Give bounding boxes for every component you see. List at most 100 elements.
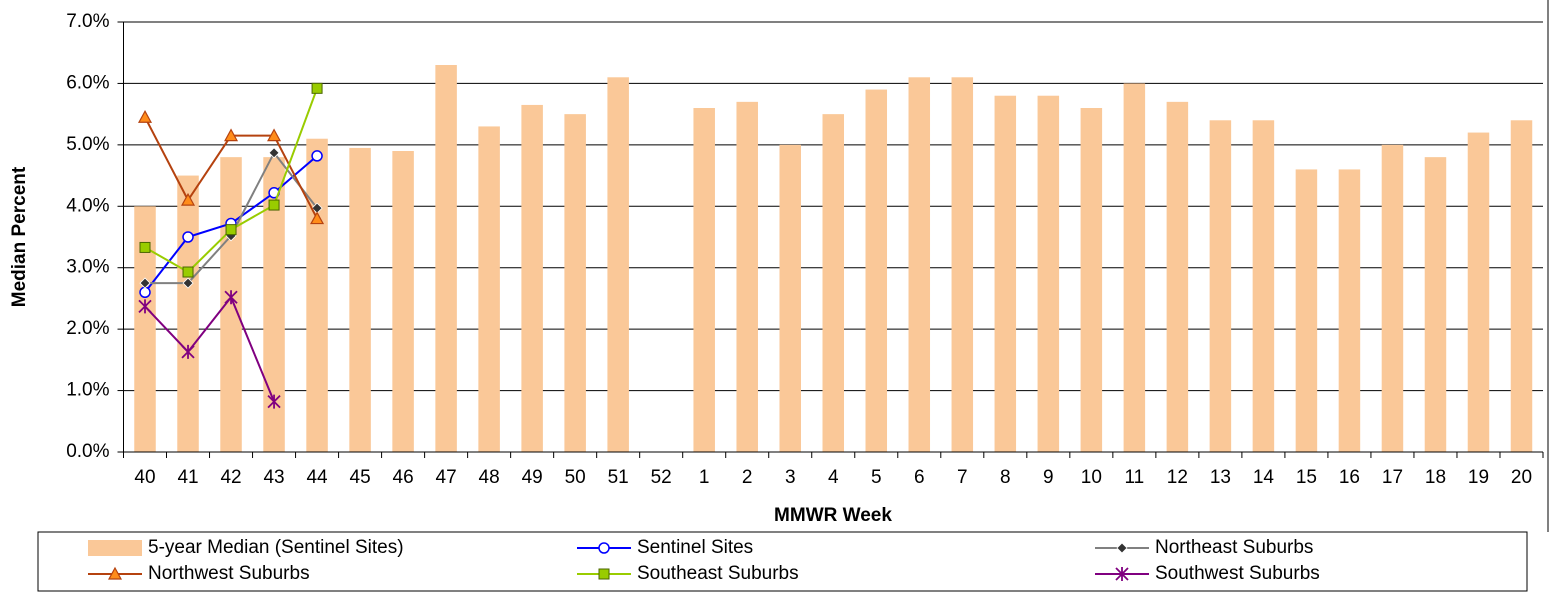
x-tick-label: 44	[306, 467, 328, 488]
bar	[263, 157, 285, 452]
legend-label: 5-year Median (Sentinel Sites)	[148, 537, 404, 558]
x-tick-label: 6	[914, 467, 925, 488]
y-tick-label: 5.0%	[66, 134, 109, 155]
point	[182, 277, 194, 289]
x-tick-label: 48	[479, 467, 500, 488]
x-tick-label: 40	[134, 467, 155, 488]
x-tick-label: 46	[393, 467, 414, 488]
legend-label: Southwest Suburbs	[1155, 563, 1320, 584]
bar	[435, 65, 457, 452]
x-tick-label: 41	[177, 467, 198, 488]
point	[268, 199, 280, 211]
x-tick-label: 47	[436, 467, 457, 488]
point	[311, 150, 323, 162]
bar	[822, 114, 845, 453]
bar	[607, 77, 629, 453]
y-tick-label: 1.0%	[66, 380, 109, 401]
bar	[1037, 95, 1060, 452]
bar	[693, 108, 715, 452]
bar	[1209, 120, 1232, 453]
bar	[1123, 83, 1146, 452]
bar	[1510, 120, 1533, 453]
bar	[1338, 169, 1361, 452]
series-line	[144, 295, 275, 403]
legend-marker	[1115, 567, 1129, 581]
x-tick-label: 50	[565, 467, 586, 488]
bar	[1467, 132, 1490, 453]
legend-marker	[107, 566, 123, 580]
point	[268, 147, 280, 159]
legend-swatch	[88, 540, 142, 556]
x-tick-label: 20	[1511, 467, 1532, 488]
y-tick-label: 6.0%	[66, 72, 109, 93]
x-tick-label: 11	[1124, 467, 1144, 488]
bar	[1424, 157, 1447, 452]
x-tick-label: 14	[1253, 467, 1275, 488]
y-tick-label: 3.0%	[66, 257, 109, 278]
legend-label: Sentinel Sites	[637, 537, 753, 558]
point	[224, 128, 239, 142]
x-tick-label: 8	[1000, 467, 1011, 488]
point	[311, 82, 323, 94]
bar	[865, 89, 888, 453]
x-tick-label: 51	[608, 467, 629, 488]
bar	[1381, 144, 1404, 452]
bar	[1295, 169, 1318, 452]
point	[182, 266, 194, 278]
bar	[908, 77, 931, 453]
legend-marker	[598, 542, 610, 554]
legend-label: Southeast Suburbs	[637, 563, 799, 584]
point	[181, 344, 195, 359]
x-tick-label: 19	[1468, 467, 1489, 488]
bar	[177, 175, 199, 453]
x-tick-label: 45	[350, 467, 371, 488]
bar	[392, 151, 414, 452]
legend-label: Northeast Suburbs	[1155, 537, 1313, 558]
x-tick-label: 43	[263, 467, 284, 488]
bar	[779, 144, 801, 452]
bar	[994, 95, 1017, 452]
legend-marker	[598, 568, 610, 580]
point	[138, 299, 152, 314]
bar	[1166, 101, 1189, 452]
point	[182, 231, 194, 243]
x-tick-label: 15	[1296, 467, 1317, 488]
legend-box	[37, 531, 1528, 592]
bar	[564, 114, 586, 453]
bar	[478, 126, 500, 452]
point	[139, 286, 151, 299]
point	[139, 241, 151, 253]
x-tick-label: 18	[1425, 467, 1446, 488]
x-tick-label: 5	[871, 467, 882, 488]
y-tick-label: 2.0%	[66, 318, 109, 339]
x-tick-label: 49	[522, 467, 543, 488]
y-axis-label: Median Percent	[9, 166, 30, 307]
x-tick-label: 17	[1382, 467, 1403, 488]
y-tick-label: 0.0%	[66, 441, 109, 462]
x-tick-label: 52	[651, 467, 672, 488]
point	[267, 394, 281, 409]
x-axis-label: MMWR Week	[774, 505, 892, 526]
legend-label: Northwest Suburbs	[148, 563, 310, 584]
point	[267, 128, 282, 142]
y-tick-label: 4.0%	[66, 195, 109, 216]
point	[310, 211, 325, 225]
x-tick-label: 4	[828, 467, 839, 488]
point	[181, 192, 196, 206]
x-tick-label: 10	[1081, 467, 1102, 488]
bar	[951, 77, 974, 453]
y-tick-label: 7.0%	[66, 11, 109, 32]
bar	[1252, 120, 1275, 453]
x-tick-label: 1	[699, 467, 710, 488]
legend-marker	[1116, 542, 1128, 554]
bar	[220, 157, 242, 452]
x-tick-label: 42	[220, 467, 241, 488]
point	[224, 290, 238, 305]
x-tick-label: 16	[1339, 467, 1360, 488]
x-tick-label: 13	[1210, 467, 1231, 488]
point	[139, 277, 151, 289]
bar	[134, 206, 156, 452]
x-tick-label: 2	[742, 467, 753, 488]
bar	[349, 147, 371, 452]
